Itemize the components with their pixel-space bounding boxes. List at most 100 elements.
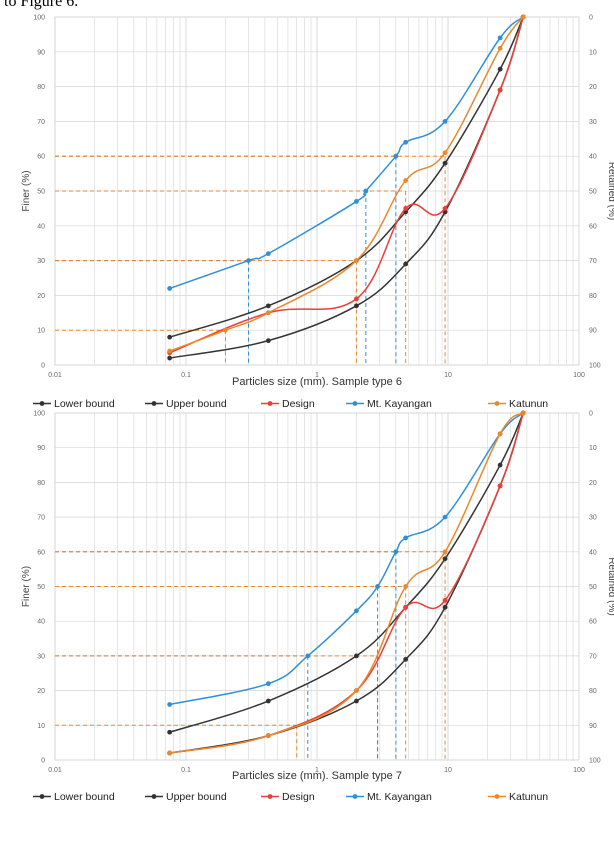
y2-tick-label: 30: [589, 515, 597, 522]
data-point: [354, 688, 359, 693]
data-point: [442, 604, 448, 610]
guide-lines: [55, 155, 446, 365]
legend-marker: [352, 794, 358, 799]
legend-label: Lower bound: [54, 398, 115, 410]
y-tick-label: 90: [37, 445, 45, 452]
legend-marker: [267, 401, 273, 406]
y-tick-label: 50: [37, 584, 45, 591]
y-tick-label: 50: [37, 189, 45, 196]
legend-item: Lower bound: [33, 398, 115, 410]
legend-marker: [267, 794, 273, 799]
legend-label: Design: [282, 791, 315, 803]
y-tick-label: 30: [37, 653, 45, 660]
x-tick-label: 10: [444, 767, 452, 774]
legend-item: Design: [261, 791, 315, 803]
legend-item: Katunun: [488, 791, 548, 803]
x-tick-label: 0.01: [48, 767, 62, 774]
data-point: [375, 584, 380, 589]
series-katunun: [167, 14, 526, 354]
legend-item: Design: [261, 398, 315, 410]
data-point: [403, 535, 409, 541]
y2-tick-label: 0: [589, 411, 593, 418]
data-point: [354, 303, 359, 309]
data-point: [265, 303, 271, 309]
legend: Lower bound Upper bound Design Mt. Kayangan…: [33, 791, 548, 803]
y-tick-label: 10: [37, 328, 45, 335]
y2-axis-title: Retained (%): [606, 557, 614, 615]
y2-tick-label: 90: [589, 723, 597, 730]
data-point: [442, 206, 448, 211]
y2-tick-label: 60: [589, 223, 597, 230]
data-point: [265, 733, 271, 739]
legend-label: Katunun: [509, 398, 548, 410]
y-tick-label: 80: [37, 480, 45, 487]
x-axis-title: Particles size (mm). Sample type 7: [232, 770, 402, 782]
y-tick-label: 70: [37, 119, 45, 126]
data-point: [403, 584, 409, 589]
series-line: [169, 412, 524, 706]
chart-2: 0102030405060708090100100908070605040302…: [21, 411, 614, 804]
y2-tick-label: 20: [589, 480, 597, 487]
data-point: [497, 66, 503, 72]
data-point: [403, 261, 409, 267]
data-point: [305, 653, 311, 659]
x-tick-label: 100: [573, 372, 585, 379]
y2-tick-label: 90: [589, 328, 597, 335]
data-point: [442, 597, 448, 603]
y-tick-label: 100: [33, 411, 45, 418]
data-point: [167, 286, 173, 291]
data-point: [497, 35, 503, 41]
legend-item: Mt. Kayangan: [346, 791, 432, 803]
y2-tick-label: 80: [589, 293, 597, 300]
y-tick-label: 70: [37, 515, 45, 522]
data-point: [403, 139, 409, 145]
x-axis-title: Particles size (mm). Sample type 6: [232, 376, 402, 388]
y2-tick-label: 60: [589, 619, 597, 626]
data-point: [497, 483, 503, 489]
figure-caption-fragment: to Figure 6.: [4, 0, 79, 10]
y2-tick-label: 30: [589, 119, 597, 126]
y-tick-label: 10: [37, 723, 45, 730]
data-point: [403, 656, 409, 662]
legend-item: Katunun: [488, 398, 548, 410]
data-point: [167, 750, 173, 756]
data-point: [265, 251, 271, 257]
guide-lines: [55, 551, 446, 760]
y2-tick-label: 70: [589, 258, 597, 265]
data-point: [354, 653, 359, 659]
y2-tick-label: 40: [589, 549, 597, 556]
data-point: [403, 178, 409, 183]
x-tick-label: 0.1: [181, 372, 191, 379]
data-point: [520, 14, 526, 20]
legend-label: Upper bound: [166, 791, 227, 803]
y-tick-label: 40: [37, 223, 45, 230]
y-tick-label: 80: [37, 84, 45, 91]
data-point: [363, 188, 369, 194]
data-point: [354, 296, 359, 302]
data-point: [393, 549, 399, 555]
y-tick-label: 100: [33, 15, 45, 22]
legend-label: Upper bound: [166, 398, 227, 410]
y-axis-title: Finer (%): [21, 566, 32, 607]
data-point: [354, 258, 359, 263]
y-tick-label: 40: [37, 619, 45, 626]
legend-item: Upper bound: [145, 398, 227, 410]
y-tick-label: 90: [37, 49, 45, 56]
data-point: [265, 338, 271, 344]
data-point: [167, 355, 173, 361]
series-line: [169, 16, 524, 338]
y2-tick-label: 10: [589, 49, 597, 56]
data-point: [497, 462, 503, 468]
legend-item: Mt. Kayangan: [346, 398, 432, 410]
legend-marker: [39, 794, 45, 799]
data-point: [167, 729, 173, 735]
data-point: [442, 556, 448, 562]
legend-label: Mt. Kayangan: [367, 791, 432, 803]
data-point: [403, 206, 409, 211]
x-tick-label: 10: [444, 372, 452, 379]
data-point: [442, 549, 448, 555]
y2-tick-label: 10: [589, 445, 597, 452]
data-point: [265, 310, 271, 316]
y2-tick-label: 40: [589, 154, 597, 161]
